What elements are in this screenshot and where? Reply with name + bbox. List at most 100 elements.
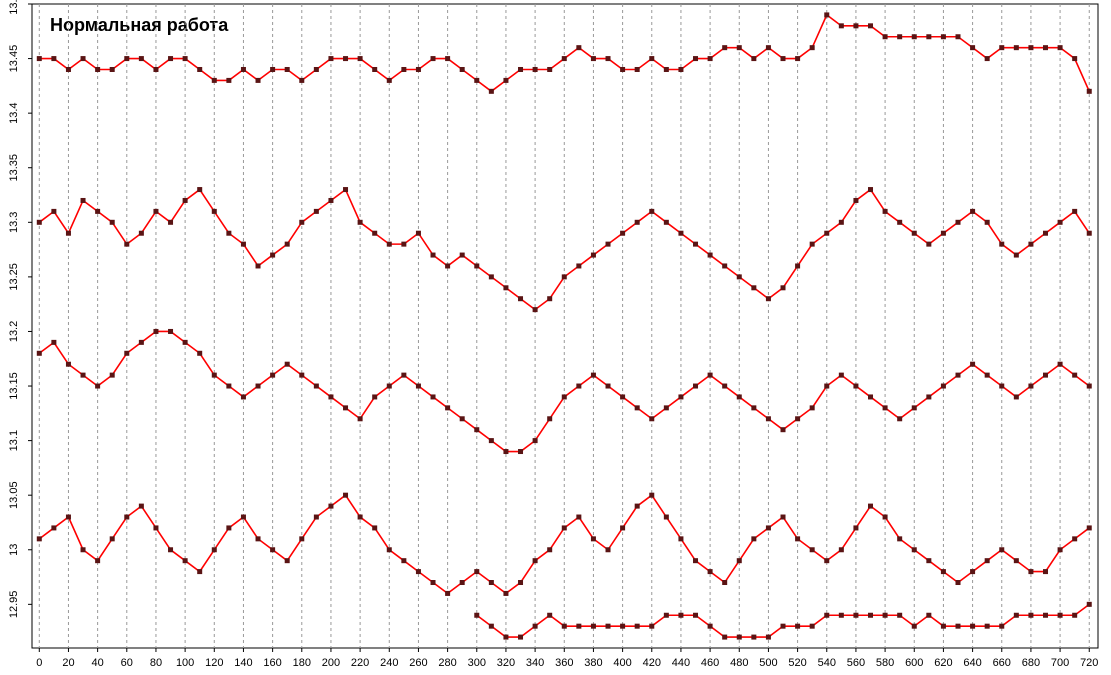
series-line (476, 603, 1090, 638)
point-marker (343, 187, 349, 193)
point-marker (153, 66, 159, 72)
point-marker (36, 536, 42, 542)
point-marker (459, 416, 465, 422)
point-marker (561, 623, 567, 629)
point-marker (707, 372, 713, 378)
point-marker (882, 612, 888, 618)
point-marker (780, 623, 786, 629)
x-tick-label: 640 (963, 657, 981, 669)
point-marker (868, 187, 874, 193)
point-marker (138, 339, 144, 345)
point-marker (678, 612, 684, 618)
point-marker (809, 547, 815, 553)
point-marker (590, 372, 596, 378)
point-marker (1086, 601, 1092, 607)
point-marker (255, 536, 261, 542)
point-marker (474, 427, 480, 433)
point-marker (182, 339, 188, 345)
y-tick-label: 13.1 (8, 430, 20, 451)
point-marker (36, 219, 42, 225)
point-marker (503, 634, 509, 640)
point-marker (751, 285, 757, 291)
point-marker (270, 66, 276, 72)
point-marker (911, 623, 917, 629)
point-marker (532, 66, 538, 72)
point-marker (255, 383, 261, 389)
point-marker (532, 558, 538, 564)
point-marker (809, 405, 815, 411)
point-marker (693, 383, 699, 389)
point-marker (722, 383, 728, 389)
point-marker (620, 66, 626, 72)
point-marker (693, 56, 699, 62)
point-marker (328, 197, 334, 203)
point-marker (663, 405, 669, 411)
point-marker (518, 634, 524, 640)
point-marker (809, 241, 815, 247)
point-marker (663, 514, 669, 520)
point-marker (153, 525, 159, 531)
point-marker (853, 612, 859, 618)
point-marker (663, 66, 669, 72)
point-marker (620, 394, 626, 400)
point-marker (65, 230, 71, 236)
point-marker (226, 525, 232, 531)
point-marker (343, 56, 349, 62)
point-marker (576, 45, 582, 51)
point-marker (897, 416, 903, 422)
point-marker (547, 547, 553, 553)
point-marker (386, 383, 392, 389)
y-tick-label: 13.15 (8, 372, 20, 400)
point-marker (649, 416, 655, 422)
point-marker (313, 514, 319, 520)
point-marker (357, 56, 363, 62)
point-marker (415, 66, 421, 72)
point-marker (153, 328, 159, 334)
point-marker (182, 56, 188, 62)
x-tick-label: 500 (759, 657, 777, 669)
point-marker (372, 525, 378, 531)
point-marker (445, 405, 451, 411)
point-marker (984, 623, 990, 629)
point-marker (824, 230, 830, 236)
point-marker (838, 372, 844, 378)
point-marker (882, 514, 888, 520)
point-marker (138, 56, 144, 62)
point-marker (109, 536, 115, 542)
point-marker (95, 208, 101, 214)
point-marker (634, 623, 640, 629)
point-marker (707, 569, 713, 575)
point-marker (984, 372, 990, 378)
point-marker (459, 66, 465, 72)
point-marker (65, 361, 71, 367)
x-tick-label: 240 (380, 657, 398, 669)
series-line (38, 330, 1090, 453)
point-marker (1028, 612, 1034, 618)
point-marker (270, 372, 276, 378)
point-marker (678, 536, 684, 542)
point-marker (765, 416, 771, 422)
point-marker (751, 536, 757, 542)
point-marker (605, 241, 611, 247)
point-marker (1072, 56, 1078, 62)
point-marker (868, 23, 874, 29)
point-marker (940, 569, 946, 575)
y-tick-label: 13.5 (8, 0, 20, 15)
point-marker (138, 230, 144, 236)
point-marker (211, 547, 217, 553)
point-marker (430, 56, 436, 62)
point-marker (547, 66, 553, 72)
point-marker (299, 536, 305, 542)
point-marker (299, 77, 305, 83)
point-marker (838, 547, 844, 553)
point-marker (547, 612, 553, 618)
point-marker (503, 590, 509, 596)
point-marker (51, 208, 57, 214)
point-marker (736, 634, 742, 640)
point-marker (751, 56, 757, 62)
point-marker (328, 503, 334, 509)
point-marker (386, 547, 392, 553)
x-tick-label: 220 (351, 657, 369, 669)
x-tick-label: 160 (263, 657, 281, 669)
point-marker (547, 416, 553, 422)
